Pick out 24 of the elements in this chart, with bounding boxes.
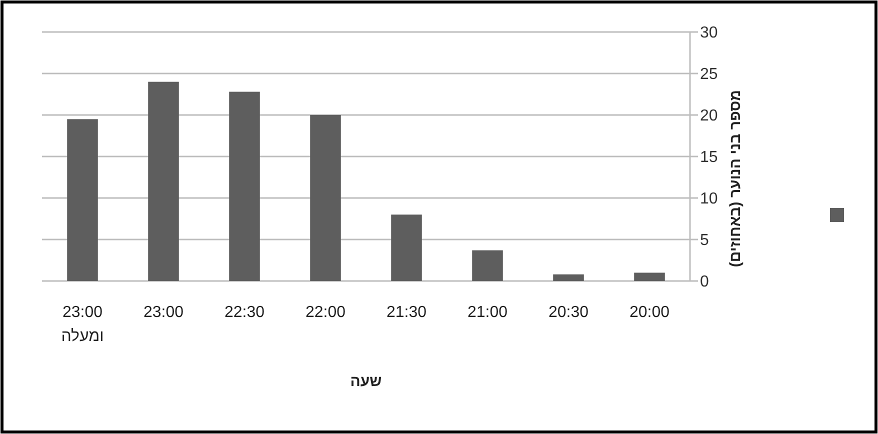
x-tick-label: 22:00 [305, 304, 346, 321]
y-axis-title: מספר בני הנוער (באחוזים) [727, 90, 744, 268]
bar [391, 214, 422, 281]
x-tick-label: 21:30 [386, 304, 427, 321]
y-tick-label: 10 [700, 190, 718, 208]
bar [67, 119, 98, 281]
bar [472, 250, 503, 281]
y-tick-label: 30 [700, 24, 718, 42]
x-tick-label: 23:00 [143, 304, 184, 321]
y-tick-label: 0 [700, 274, 709, 291]
bar [553, 274, 584, 281]
x-tick-label: 22:30 [224, 304, 265, 321]
bar [229, 92, 260, 281]
y-tick-label: 25 [700, 66, 718, 84]
bar [310, 115, 341, 281]
x-tick-label: 20:00 [629, 304, 670, 321]
y-tick-label: 5 [700, 232, 709, 250]
y-tick-label: 15 [700, 149, 718, 166]
x-tick-label: 20:30 [548, 304, 589, 321]
x-tick-label: 21:00 [467, 304, 508, 321]
bar [634, 272, 665, 281]
bar [148, 82, 179, 281]
y-tick-label: 20 [700, 108, 718, 125]
x-axis-title: שעה [350, 373, 382, 390]
